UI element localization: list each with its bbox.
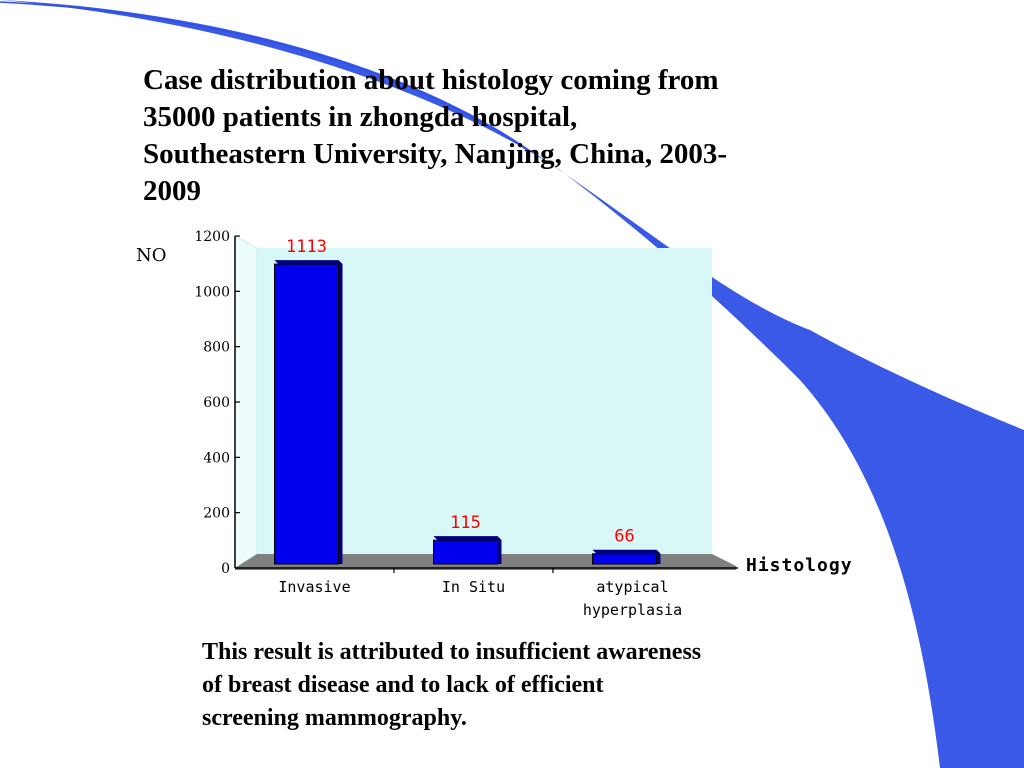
data-label: 115 xyxy=(450,513,481,533)
bar xyxy=(433,539,498,565)
y-tick-label: 200 xyxy=(203,506,230,522)
data-label: 1113 xyxy=(286,237,327,257)
bar-top xyxy=(274,260,343,265)
footnote-line: of breast disease and to lack of efficie… xyxy=(202,672,604,698)
x-tick-label: Invasive xyxy=(278,578,350,596)
bar-top xyxy=(592,549,661,554)
y-tick-label: 1000 xyxy=(194,284,230,300)
y-axis-label: NO xyxy=(136,245,167,266)
decorative-thin-line xyxy=(0,1,531,153)
footnote: This result is attributed to insufficien… xyxy=(202,636,822,735)
bar-side xyxy=(656,549,661,564)
bar-side xyxy=(338,260,343,564)
y-tick-label: 1200 xyxy=(194,229,230,245)
bar-top xyxy=(433,536,502,541)
x-tick-label: atypical xyxy=(596,578,668,596)
title-line: 35000 patients in zhongda hospital, xyxy=(143,101,578,133)
title-line: Southeastern University, Nanjing, China,… xyxy=(143,138,728,170)
x-tick-label: In Situ xyxy=(442,578,505,596)
bar xyxy=(592,553,657,565)
footnote-line: This result is attributed to insufficien… xyxy=(202,639,702,665)
y-tick-label: 800 xyxy=(203,340,230,356)
title-line: 2009 xyxy=(143,175,201,207)
x-axis-label: Histology xyxy=(746,555,853,576)
bar xyxy=(274,263,339,565)
footnote-line: screening mammography. xyxy=(202,705,467,731)
title-line: Case distribution about histology coming… xyxy=(143,64,719,96)
slide-title: Case distribution about histology coming… xyxy=(143,62,843,210)
y-tick-label: 400 xyxy=(203,450,230,466)
bar-side xyxy=(497,536,502,564)
y-tick-label: 0 xyxy=(221,561,230,577)
x-tick-label: hyperplasia xyxy=(583,601,682,619)
data-label: 66 xyxy=(614,527,634,547)
y-tick-label: 600 xyxy=(203,395,230,411)
